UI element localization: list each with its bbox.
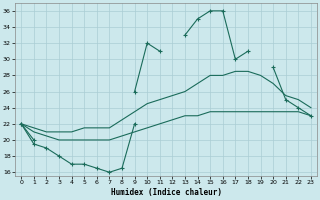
X-axis label: Humidex (Indice chaleur): Humidex (Indice chaleur): [111, 188, 221, 197]
